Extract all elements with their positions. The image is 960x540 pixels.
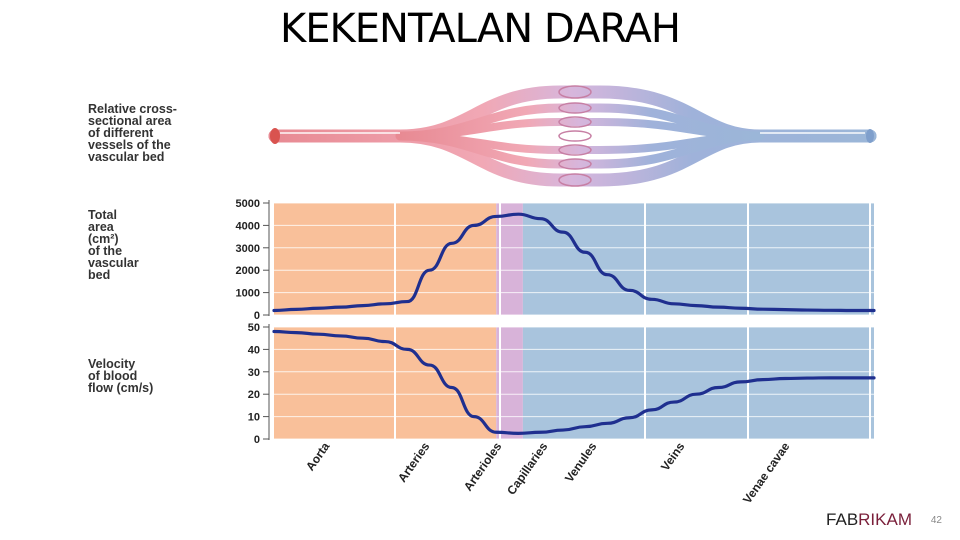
velocity-y-tick-label: 30 bbox=[248, 367, 260, 379]
x-category-label: Veins bbox=[658, 439, 688, 473]
area-label-line: (cm²) bbox=[88, 232, 119, 246]
vessels-label-line: sectional area bbox=[88, 114, 172, 128]
velocity-label-line: flow (cm/s) bbox=[88, 381, 154, 395]
area-label-line: area bbox=[88, 220, 114, 234]
velocity-y-tick-label: 20 bbox=[248, 389, 260, 401]
area-y-tick-label: 2000 bbox=[236, 265, 260, 277]
x-category-label: Arteries bbox=[395, 439, 433, 484]
area-band bbox=[274, 203, 497, 315]
vessels-label-line: Relative cross- bbox=[88, 102, 177, 116]
vessels-label-line: vessels of the bbox=[88, 138, 171, 152]
x-category-label: Capillaries bbox=[504, 439, 550, 497]
vessels-label-line: vascular bed bbox=[88, 150, 165, 164]
area-y-tick-label: 1000 bbox=[236, 288, 260, 300]
x-category-label: Arterioles bbox=[461, 439, 505, 493]
area-series-line bbox=[272, 212, 876, 313]
page-number: 42 bbox=[930, 515, 942, 526]
area-y-tick-label: 3000 bbox=[236, 243, 260, 255]
area-y-tick-label: 4000 bbox=[236, 220, 260, 232]
velocity-y-tick-label: 10 bbox=[248, 412, 260, 424]
velocity-y-tick-label: 0 bbox=[254, 434, 260, 446]
brand-text-part1: FAB bbox=[826, 510, 859, 529]
velocity-label: Velocity of blood flow (cm/s) bbox=[88, 357, 154, 395]
slide-title: KEKENTALAN DARAH bbox=[280, 6, 681, 52]
velocity-label-line: Velocity bbox=[88, 357, 136, 371]
area-band bbox=[522, 203, 874, 315]
vessels-label: Relative cross- sectional area of differ… bbox=[88, 102, 177, 164]
velocity-label-line: of blood bbox=[88, 369, 138, 383]
area-label-line: Total bbox=[88, 208, 117, 222]
area-label-line: of the bbox=[88, 244, 123, 258]
area-y-tick-label: 5000 bbox=[236, 198, 260, 210]
vessels-label-line: of different bbox=[88, 126, 154, 140]
velocity-band bbox=[274, 327, 497, 439]
area-label-line: bed bbox=[88, 268, 111, 282]
velocity-y-tick-label: 50 bbox=[248, 322, 260, 334]
area-y-tick-label: 0 bbox=[254, 310, 260, 322]
brand-text-part2: RIKAM bbox=[858, 510, 912, 529]
area-label: Total area (cm²) of the vascular bed bbox=[88, 208, 139, 282]
velocity-y-tick-label: 40 bbox=[248, 344, 260, 356]
velocity-series-line bbox=[272, 329, 876, 436]
x-category-label: Venules bbox=[562, 439, 600, 484]
x-category-label: Venae cavae bbox=[740, 439, 793, 506]
x-category-label: Aorta bbox=[303, 439, 333, 473]
area-label-line: vascular bbox=[88, 256, 139, 270]
brand-logo: FABRIKAM bbox=[826, 510, 912, 530]
velocity-band bbox=[522, 327, 874, 439]
